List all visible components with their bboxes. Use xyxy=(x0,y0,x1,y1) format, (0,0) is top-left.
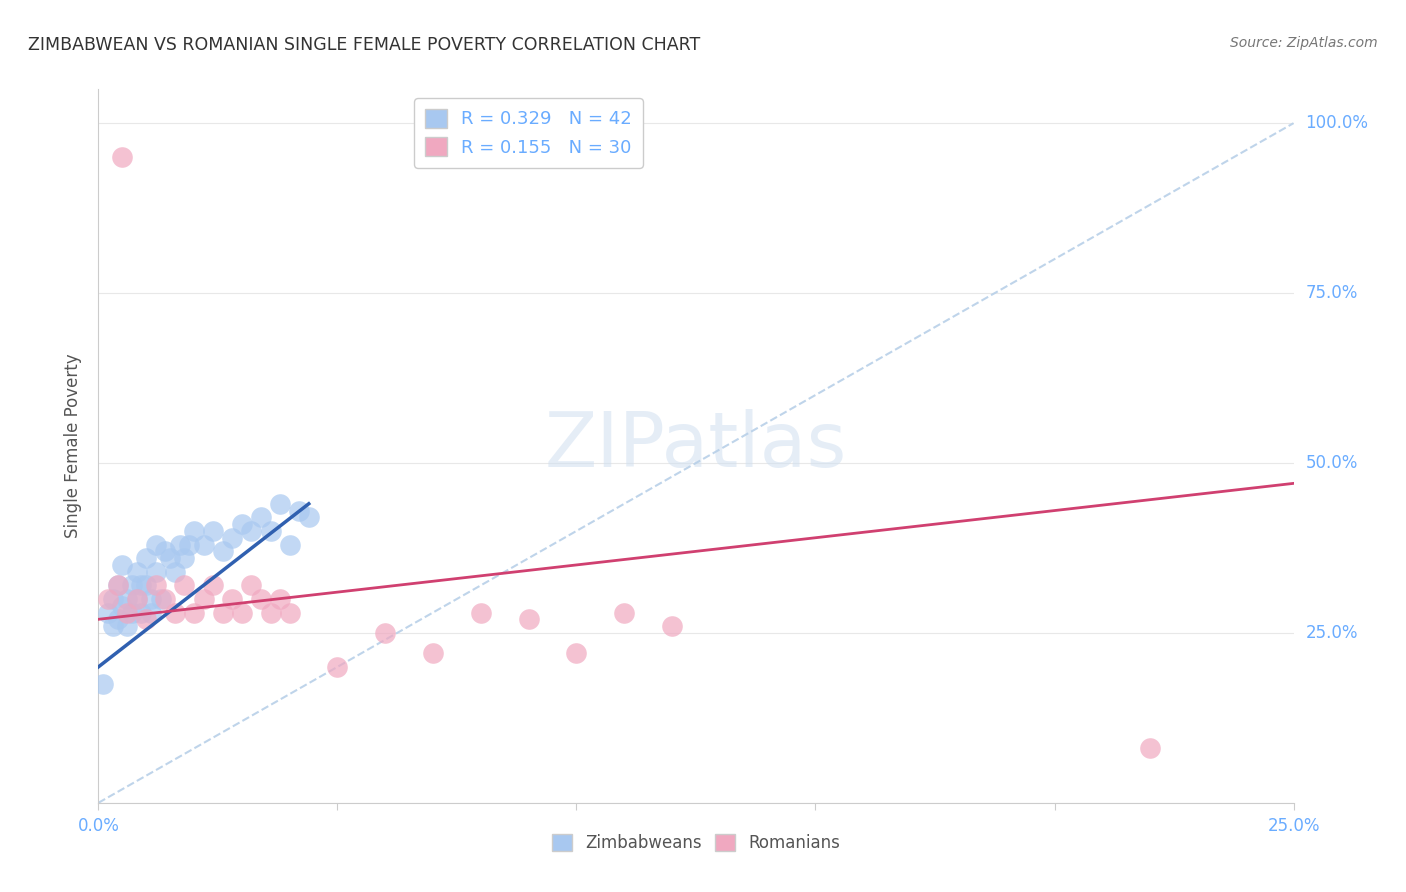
Point xyxy=(135,612,157,626)
Point xyxy=(183,524,205,538)
Point xyxy=(121,578,143,592)
Point xyxy=(193,591,215,606)
Point xyxy=(159,551,181,566)
Point xyxy=(107,612,129,626)
Point xyxy=(250,591,273,606)
Point xyxy=(269,497,291,511)
Point xyxy=(101,619,124,633)
Point xyxy=(193,537,215,551)
Text: 75.0%: 75.0% xyxy=(1306,284,1358,302)
Point xyxy=(326,660,349,674)
Point xyxy=(179,537,201,551)
Point xyxy=(115,619,138,633)
Text: 100.0%: 100.0% xyxy=(1306,114,1368,132)
Point xyxy=(173,578,195,592)
Point xyxy=(202,524,225,538)
Point xyxy=(139,591,162,606)
Point xyxy=(288,503,311,517)
Point xyxy=(278,606,301,620)
Point xyxy=(259,524,281,538)
Point xyxy=(139,606,162,620)
Point xyxy=(111,558,134,572)
Text: 25.0%: 25.0% xyxy=(1306,624,1358,642)
Point xyxy=(131,606,153,620)
Point xyxy=(422,646,444,660)
Text: Source: ZipAtlas.com: Source: ZipAtlas.com xyxy=(1230,36,1378,50)
Point xyxy=(240,524,263,538)
Point xyxy=(135,551,157,566)
Point xyxy=(221,531,243,545)
Point xyxy=(155,591,177,606)
Point xyxy=(517,612,540,626)
Point xyxy=(231,517,253,532)
Point xyxy=(169,537,191,551)
Text: ZIMBABWEAN VS ROMANIAN SINGLE FEMALE POVERTY CORRELATION CHART: ZIMBABWEAN VS ROMANIAN SINGLE FEMALE POV… xyxy=(28,36,700,54)
Legend: Zimbabweans, Romanians: Zimbabweans, Romanians xyxy=(546,827,846,859)
Point xyxy=(565,646,588,660)
Point xyxy=(111,150,134,164)
Y-axis label: Single Female Poverty: Single Female Poverty xyxy=(65,354,83,538)
Point xyxy=(111,599,134,613)
Point xyxy=(145,537,167,551)
Point xyxy=(107,578,129,592)
Point xyxy=(115,606,138,620)
Point xyxy=(1139,741,1161,756)
Point xyxy=(125,591,148,606)
Point xyxy=(613,606,636,620)
Point xyxy=(298,510,321,524)
Point xyxy=(374,626,396,640)
Point xyxy=(202,578,225,592)
Point xyxy=(470,606,492,620)
Point xyxy=(211,544,233,558)
Point xyxy=(661,619,683,633)
Point xyxy=(278,537,301,551)
Point xyxy=(173,551,195,566)
Point xyxy=(240,578,263,592)
Point xyxy=(163,606,186,620)
Point xyxy=(125,565,148,579)
Point xyxy=(149,591,172,606)
Point xyxy=(231,606,253,620)
Point xyxy=(211,606,233,620)
Point xyxy=(155,544,177,558)
Point xyxy=(97,591,120,606)
Point xyxy=(183,606,205,620)
Point xyxy=(101,591,124,606)
Point xyxy=(97,606,120,620)
Point xyxy=(269,591,291,606)
Point xyxy=(221,591,243,606)
Point xyxy=(121,606,143,620)
Point xyxy=(115,591,138,606)
Point xyxy=(131,578,153,592)
Point xyxy=(163,565,186,579)
Point xyxy=(125,591,148,606)
Point xyxy=(250,510,273,524)
Text: ZIPatlas: ZIPatlas xyxy=(544,409,848,483)
Text: 50.0%: 50.0% xyxy=(1306,454,1358,472)
Point xyxy=(259,606,281,620)
Point xyxy=(135,578,157,592)
Point xyxy=(145,578,167,592)
Point xyxy=(145,565,167,579)
Point xyxy=(107,578,129,592)
Point xyxy=(91,677,114,691)
